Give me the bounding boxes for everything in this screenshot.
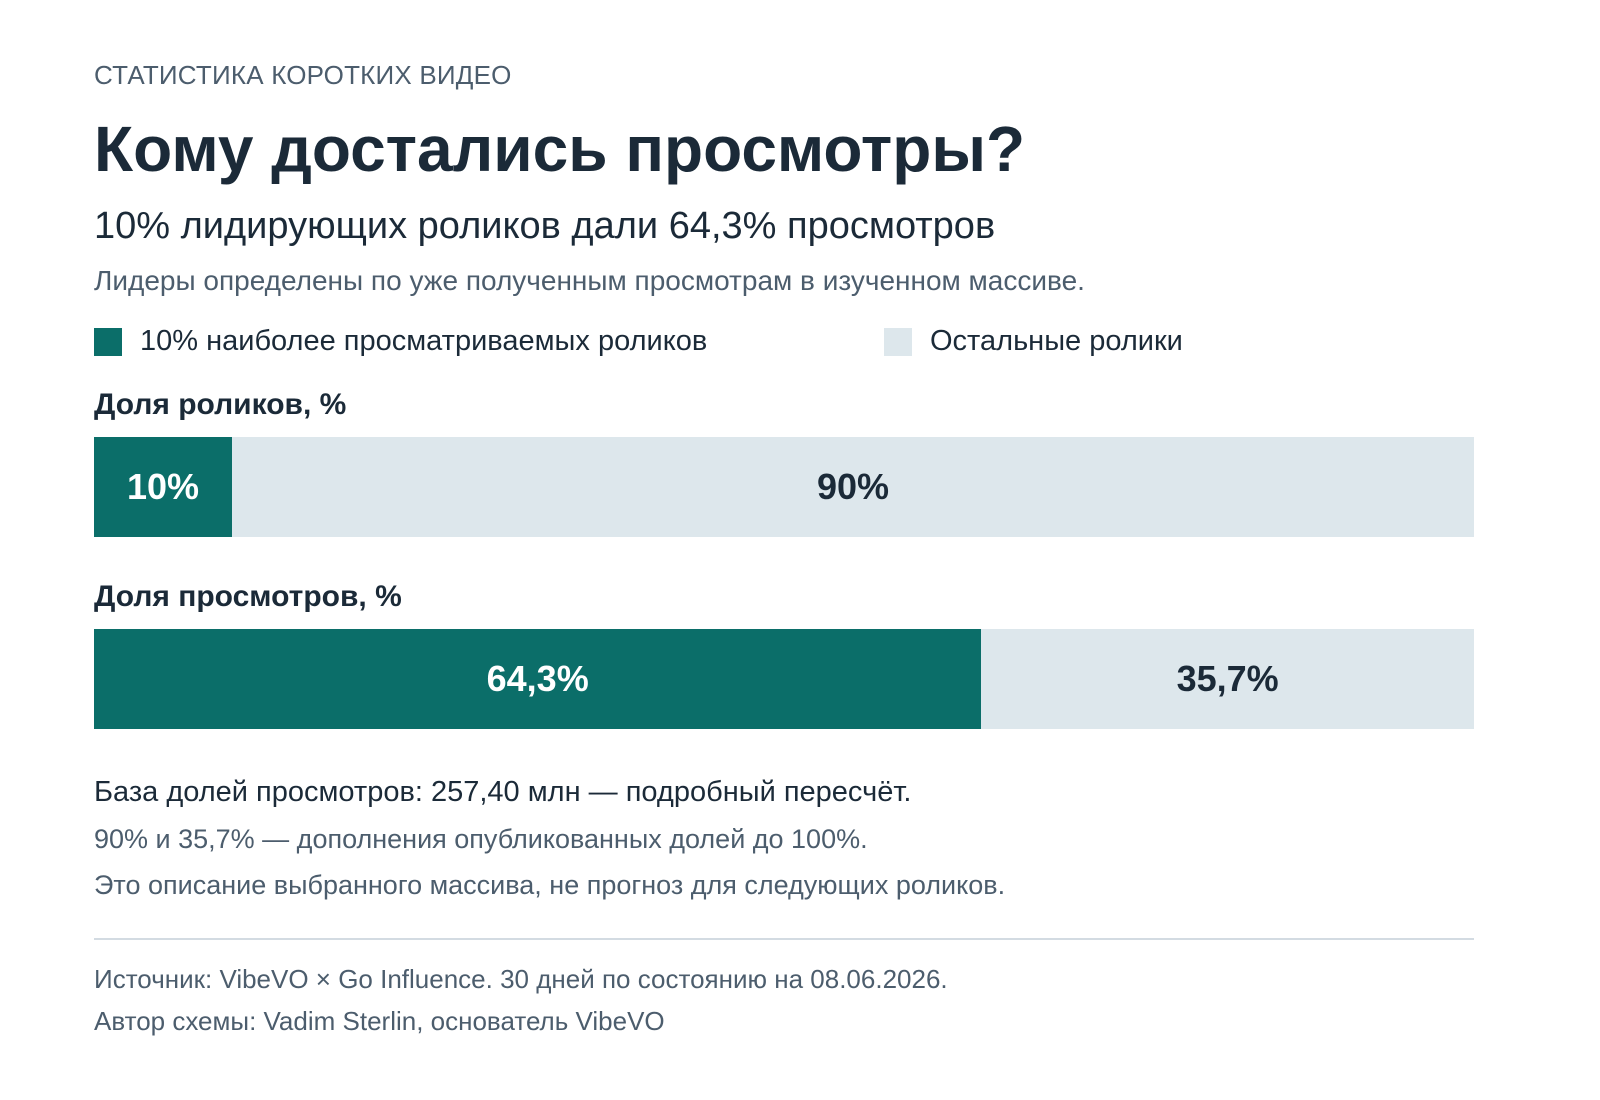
bar-label-videos: Доля роликов, %	[94, 388, 347, 421]
chart-note: Лидеры определены по уже полученным прос…	[94, 265, 1085, 296]
bar-segment-rest: 90%	[232, 437, 1474, 537]
divider	[94, 938, 1474, 940]
legend-swatch-rest	[884, 327, 912, 356]
bar-label-views: Доля просмотров, %	[94, 580, 402, 613]
legend-label-rest: Остальные ролики	[930, 325, 1183, 357]
bar-views: 64,3% 35,7%	[94, 629, 1474, 729]
footnote-complement: 90% и 35,7% — дополнения опубликованных …	[94, 824, 868, 854]
legend: 10% наиболее просматриваемых роликов Ост…	[94, 325, 1474, 361]
legend-swatch-top	[94, 327, 122, 356]
footnote-disclaimer: Это описание выбранного массива, не прог…	[94, 870, 1006, 900]
source-line: Источник: VibeVO × Go Influence. 30 дней…	[94, 964, 948, 994]
bar-value-label: 64,3%	[486, 658, 589, 699]
bar-segment-top: 64,3%	[94, 629, 982, 729]
chart-title: Кому достались просмотры?	[94, 113, 1026, 185]
legend-item-rest: Остальные ролики	[884, 325, 1183, 358]
bar-segment-top: 10%	[94, 437, 232, 537]
bar-value-label: 10%	[126, 466, 200, 507]
legend-label-top: 10% наиболее просматриваемых роликов	[140, 325, 708, 357]
bar-videos: 10% 90%	[94, 437, 1474, 537]
kicker: СТАТИСТИКА КОРОТКИХ ВИДЕО	[94, 60, 512, 90]
footnote-base: База долей просмотров: 257,40 млн — подр…	[94, 776, 912, 808]
bar-value-label: 90%	[816, 466, 890, 507]
bar-segment-rest: 35,7%	[981, 629, 1474, 729]
chart-subtitle: 10% лидирующих роликов дали 64,3% просмо…	[94, 205, 996, 247]
legend-item-top: 10% наиболее просматриваемых роликов	[94, 325, 707, 358]
author-line: Автор схемы: Vadim Sterlin, основатель V…	[94, 1006, 665, 1036]
bar-value-label: 35,7%	[1176, 658, 1279, 699]
